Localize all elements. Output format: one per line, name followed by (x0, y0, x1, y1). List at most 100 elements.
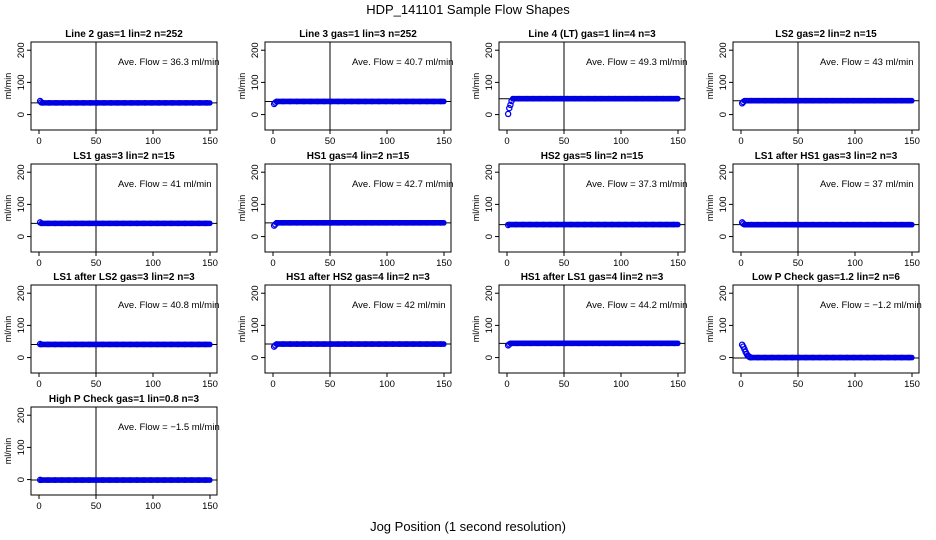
data-point (878, 221, 885, 228)
data-point (93, 220, 99, 227)
data-point (762, 97, 768, 104)
data-point (789, 354, 796, 361)
data-point (622, 221, 629, 228)
data-point (557, 95, 564, 102)
data-point (45, 477, 51, 483)
data-point (507, 101, 514, 109)
data-point (321, 98, 328, 105)
y-tick-label: 0 (718, 355, 729, 360)
data-point (830, 354, 837, 361)
average-annotation: Ave. Flow = −1.5 ml/min (118, 422, 220, 433)
data-point (748, 97, 755, 104)
data-point (294, 341, 300, 347)
data-point (396, 98, 403, 105)
data-point (273, 219, 280, 226)
data-point (885, 221, 891, 228)
data-point (38, 220, 45, 227)
data-point (905, 221, 912, 228)
data-point (99, 341, 106, 348)
data-point (898, 97, 905, 104)
data-point (506, 104, 513, 112)
x-tick-label: 50 (325, 379, 336, 390)
data-point (46, 100, 53, 106)
data-point (58, 220, 65, 227)
data-point (72, 220, 79, 227)
x-tick-label: 50 (559, 258, 570, 269)
x-tick-label: 0 (738, 136, 743, 147)
data-point (789, 221, 796, 228)
data-point (782, 354, 789, 361)
data-point (660, 95, 667, 102)
data-point (188, 341, 195, 348)
data-point (650, 221, 656, 228)
data-point (885, 97, 891, 104)
data-point (837, 97, 844, 104)
data-point (637, 340, 644, 347)
data-point (410, 219, 417, 226)
data-point (526, 221, 533, 228)
data-point (664, 340, 671, 347)
data-point (523, 95, 530, 102)
data-point (809, 354, 816, 361)
data-point (768, 221, 775, 228)
data-points (738, 341, 915, 361)
data-point (671, 340, 678, 347)
data-point (389, 219, 396, 226)
data-point (65, 477, 72, 483)
y-tick-label: 200 (16, 42, 27, 58)
data-point (775, 97, 782, 104)
data-point (128, 100, 135, 106)
data-point (348, 98, 355, 105)
data-point (571, 95, 578, 102)
data-point (615, 221, 622, 228)
x-tick-label: 150 (436, 136, 452, 147)
y-tick-label: 200 (484, 285, 495, 301)
x-tick-label: 150 (436, 258, 452, 269)
x-tick-label: 100 (145, 258, 161, 269)
data-point (101, 100, 107, 106)
x-tick-label: 150 (202, 258, 218, 269)
data-point (619, 95, 625, 102)
data-point (99, 220, 106, 227)
data-point (871, 221, 878, 228)
data-point (195, 220, 202, 227)
average-annotation: Ave. Flow = 40.7 ml/min (352, 57, 453, 68)
data-point (175, 220, 181, 227)
average-annotation: Ave. Flow = 41 ml/min (118, 179, 212, 190)
data-point (66, 100, 73, 106)
x-tick-label: 50 (559, 379, 570, 390)
y-tick-label: 0 (250, 355, 261, 360)
data-point (837, 221, 844, 228)
data-point (161, 341, 168, 348)
data-point (796, 354, 802, 361)
data-point (653, 95, 660, 102)
data-point (141, 477, 147, 483)
data-point (202, 220, 209, 227)
data-point (741, 221, 748, 228)
y-tick-label: 0 (718, 234, 729, 239)
data-point (775, 221, 782, 228)
y-tick-label: 0 (16, 234, 27, 239)
data-point (120, 341, 127, 348)
data-point (79, 477, 86, 483)
plot-frame (498, 41, 686, 131)
y-tick-label: 100 (250, 196, 261, 212)
data-point (45, 220, 51, 227)
y-tick-label: 200 (484, 42, 495, 58)
data-point (355, 98, 362, 105)
data-point-band (273, 220, 447, 226)
data-point (154, 341, 161, 348)
data-point (335, 219, 341, 226)
data-point (830, 97, 837, 104)
x-tick-label: 50 (91, 136, 102, 147)
data-point (544, 95, 550, 102)
data-point-band (273, 341, 447, 347)
y-tick-label: 0 (484, 234, 495, 239)
data-point (521, 340, 527, 347)
data-point (629, 221, 636, 228)
data-point-band (507, 340, 681, 347)
data-point (588, 221, 595, 228)
data-point (39, 100, 46, 106)
data-point (626, 95, 632, 102)
